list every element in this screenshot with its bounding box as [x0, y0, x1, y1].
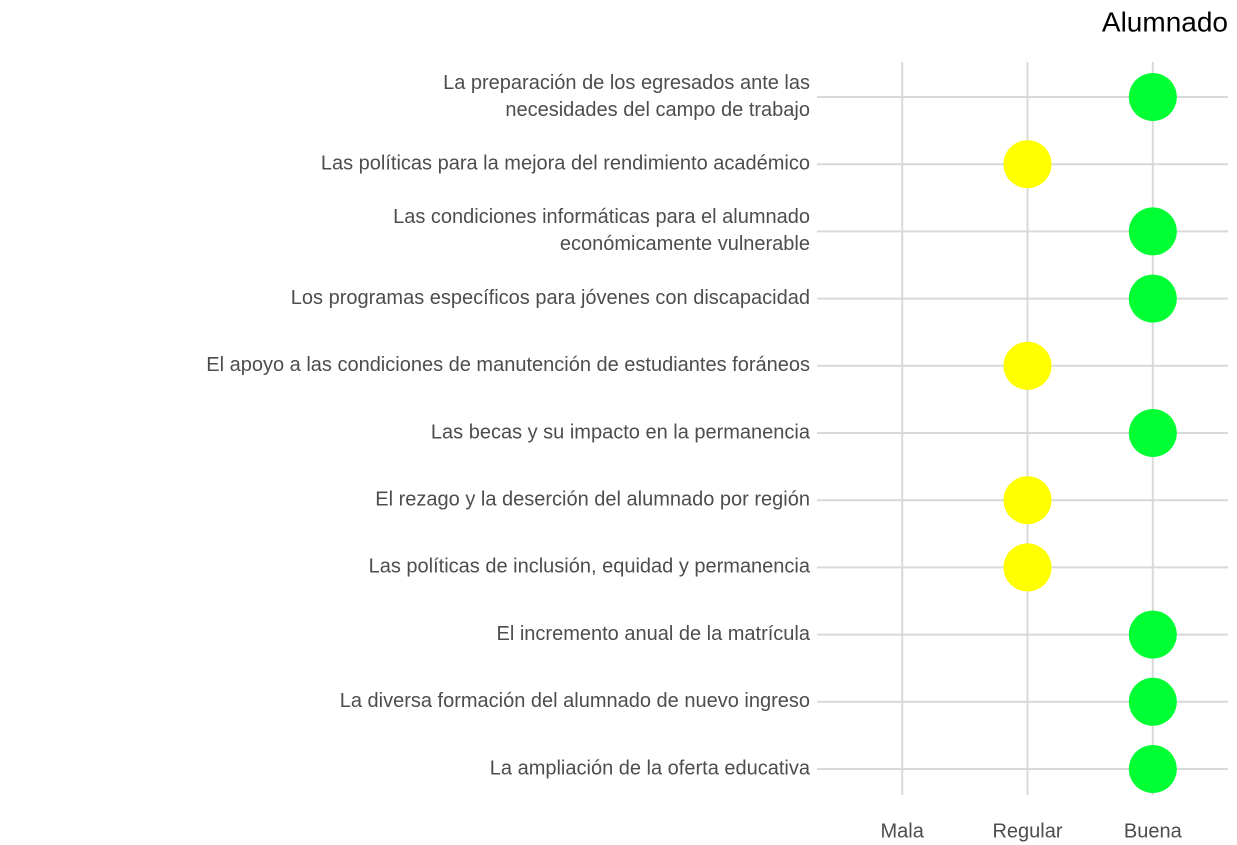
- y-tick-label: Las condiciones informáticas para el alu…: [393, 206, 810, 228]
- y-tick-label: La preparación de los egresados ante las: [443, 72, 810, 94]
- y-tick-label: La ampliación de la oferta educativa: [490, 757, 811, 779]
- y-tick-label: El incremento anual de la matrícula: [497, 623, 811, 645]
- x-tick-label: Regular: [992, 820, 1062, 842]
- dot: [1128, 745, 1177, 793]
- y-tick-label: Las becas y su impacto en la permanencia: [431, 421, 811, 443]
- y-tick-label: necesidades del campo de trabajo: [505, 99, 810, 121]
- y-tick-label: El apoyo a las condiciones de manutenció…: [206, 354, 810, 376]
- y-tick-label: Los programas específicos para jóvenes c…: [291, 287, 810, 309]
- dot: [1128, 274, 1177, 323]
- dot: [1003, 341, 1052, 390]
- dot: [1128, 73, 1177, 121]
- dot: [1003, 476, 1052, 525]
- y-tick-label: La diversa formación del alumnado de nue…: [340, 690, 810, 712]
- y-tick-label: El rezago y la deserción del alumnado po…: [375, 488, 810, 510]
- dot: [1128, 677, 1177, 726]
- y-tick-label: económicamente vulnerable: [560, 233, 810, 255]
- dot: [1128, 207, 1177, 256]
- y-tick-label: Las políticas para la mejora del rendimi…: [321, 152, 810, 174]
- x-tick-label: Buena: [1124, 820, 1183, 842]
- dot: [1128, 409, 1177, 457]
- y-tick-label: Las políticas de inclusión, equidad y pe…: [369, 556, 811, 578]
- x-tick-label: Mala: [881, 820, 925, 842]
- chart-title: Alumnado: [1102, 6, 1228, 37]
- dot: [1128, 610, 1177, 659]
- dot: [1003, 543, 1052, 592]
- dot: [1003, 140, 1052, 189]
